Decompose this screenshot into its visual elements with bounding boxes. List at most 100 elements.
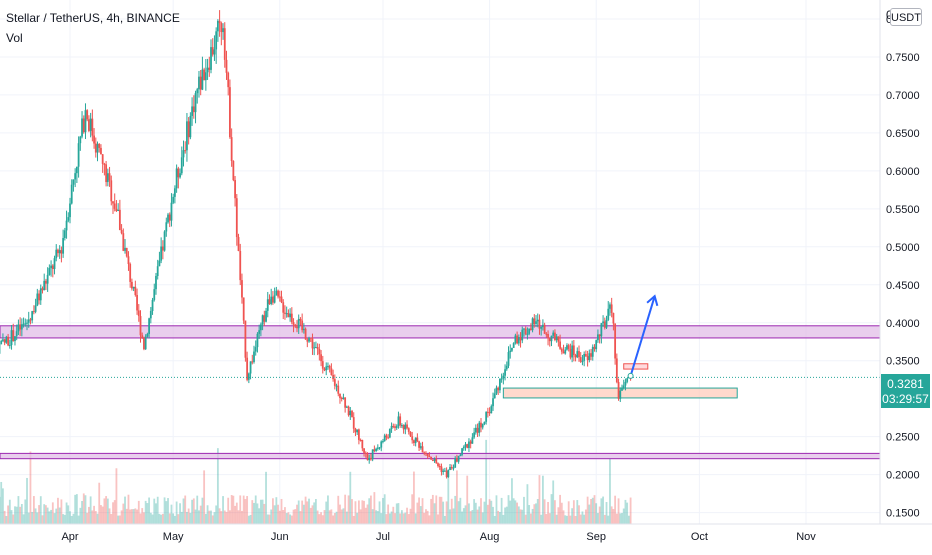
volume-bar: [205, 514, 207, 524]
volume-bar: [516, 503, 518, 524]
currency-button[interactable]: USDT: [890, 8, 922, 26]
candle-body: [401, 425, 403, 426]
volume-bar: [16, 507, 18, 524]
candle-body: [360, 440, 362, 441]
zone-purple[interactable]: [0, 326, 880, 338]
volume-bar: [435, 495, 437, 524]
candle-body: [492, 398, 494, 406]
volume-bar: [497, 511, 499, 524]
volume-bar: [463, 508, 465, 524]
candle-body: [260, 324, 262, 330]
candle-body: [85, 110, 87, 132]
symbol-title[interactable]: Stellar / TetherUS, 4h, BINANCE: [6, 11, 180, 25]
volume-bar: [587, 497, 589, 524]
volume-bar: [394, 513, 396, 524]
candle-body: [415, 438, 417, 443]
volume-bar: [530, 514, 532, 524]
volume-bar: [305, 497, 307, 524]
candle-body: [580, 357, 582, 362]
candle-body: [78, 143, 80, 167]
volume-bar: [551, 494, 553, 524]
volume-bar: [222, 496, 224, 524]
volume-bar: [391, 512, 393, 524]
candle-body: [272, 297, 274, 303]
volume-bar: [484, 502, 486, 524]
candle-body: [403, 425, 405, 429]
volume-bar: [272, 498, 274, 524]
candle-body: [384, 435, 386, 441]
volume-bar: [403, 513, 405, 524]
candle-body: [396, 426, 398, 428]
candle-body: [545, 334, 547, 335]
volume-bar: [595, 503, 597, 524]
volume-bar: [4, 511, 6, 524]
candle-body: [625, 382, 627, 386]
candle-body: [93, 136, 95, 144]
candle-body: [334, 379, 336, 386]
candle-body: [420, 446, 422, 448]
volume-bar: [339, 505, 341, 524]
candle-body: [549, 338, 551, 341]
candle-body: [508, 352, 510, 366]
volume-bar: [513, 498, 515, 524]
price-tick-label: 0.5000: [886, 242, 920, 254]
volume-bar: [573, 500, 575, 524]
candle-body: [270, 297, 272, 304]
candle-body: [623, 386, 625, 388]
volume-bar: [40, 496, 42, 524]
volume-bar: [413, 472, 415, 524]
candle-body: [368, 458, 370, 460]
candle-body: [174, 188, 176, 197]
volume-bar: [277, 505, 279, 524]
volume-bar: [568, 501, 570, 524]
last-price-badge[interactable]: 0.3281 03:29:57: [881, 374, 930, 408]
candle-body: [588, 353, 590, 360]
volume-bar: [348, 495, 350, 524]
volume-bar: [97, 514, 99, 524]
zone-red[interactable]: [624, 364, 648, 369]
volume-bar: [236, 503, 238, 524]
volume-bar: [245, 499, 247, 524]
volume-indicator-label[interactable]: Vol: [6, 31, 23, 45]
price-scale[interactable]: 0.80000.75000.70000.65000.60000.55000.50…: [886, 14, 920, 520]
candle-body: [355, 429, 357, 433]
arrow-anchor[interactable]: [628, 373, 633, 378]
candle-body: [621, 388, 623, 391]
volume-bar: [334, 513, 336, 524]
candle-body: [484, 422, 486, 424]
volume-bar: [128, 495, 130, 524]
volume-bar: [468, 503, 470, 524]
volume-bar: [169, 513, 171, 524]
candle-body: [73, 179, 75, 184]
volume-bar: [396, 503, 398, 524]
volume-bar: [186, 512, 188, 524]
candle-body: [437, 463, 439, 466]
volume-bar: [250, 515, 252, 524]
candle-body: [370, 458, 372, 459]
volume-bar: [231, 495, 233, 524]
volume-bar: [542, 476, 544, 524]
candle-body: [442, 471, 444, 472]
candle-body: [463, 447, 465, 448]
volume-bar: [496, 495, 498, 524]
volume-bar: [275, 497, 277, 524]
volume-bar: [392, 507, 394, 524]
candle-body: [19, 324, 21, 329]
candle-body: [239, 251, 241, 280]
zone-purple[interactable]: [0, 453, 880, 458]
candle-body: [81, 118, 83, 136]
candle-body: [246, 358, 248, 380]
volume-bar: [575, 516, 577, 524]
candle-body: [186, 121, 188, 150]
candle-body: [611, 304, 613, 313]
candle-body: [0, 341, 2, 344]
candle-body: [224, 28, 226, 60]
volume-bar: [303, 505, 305, 524]
candle-body: [208, 68, 210, 70]
candle-body: [165, 222, 167, 231]
volume-bar: [588, 505, 590, 524]
volume-bar: [64, 515, 66, 524]
candle-body: [279, 297, 281, 298]
